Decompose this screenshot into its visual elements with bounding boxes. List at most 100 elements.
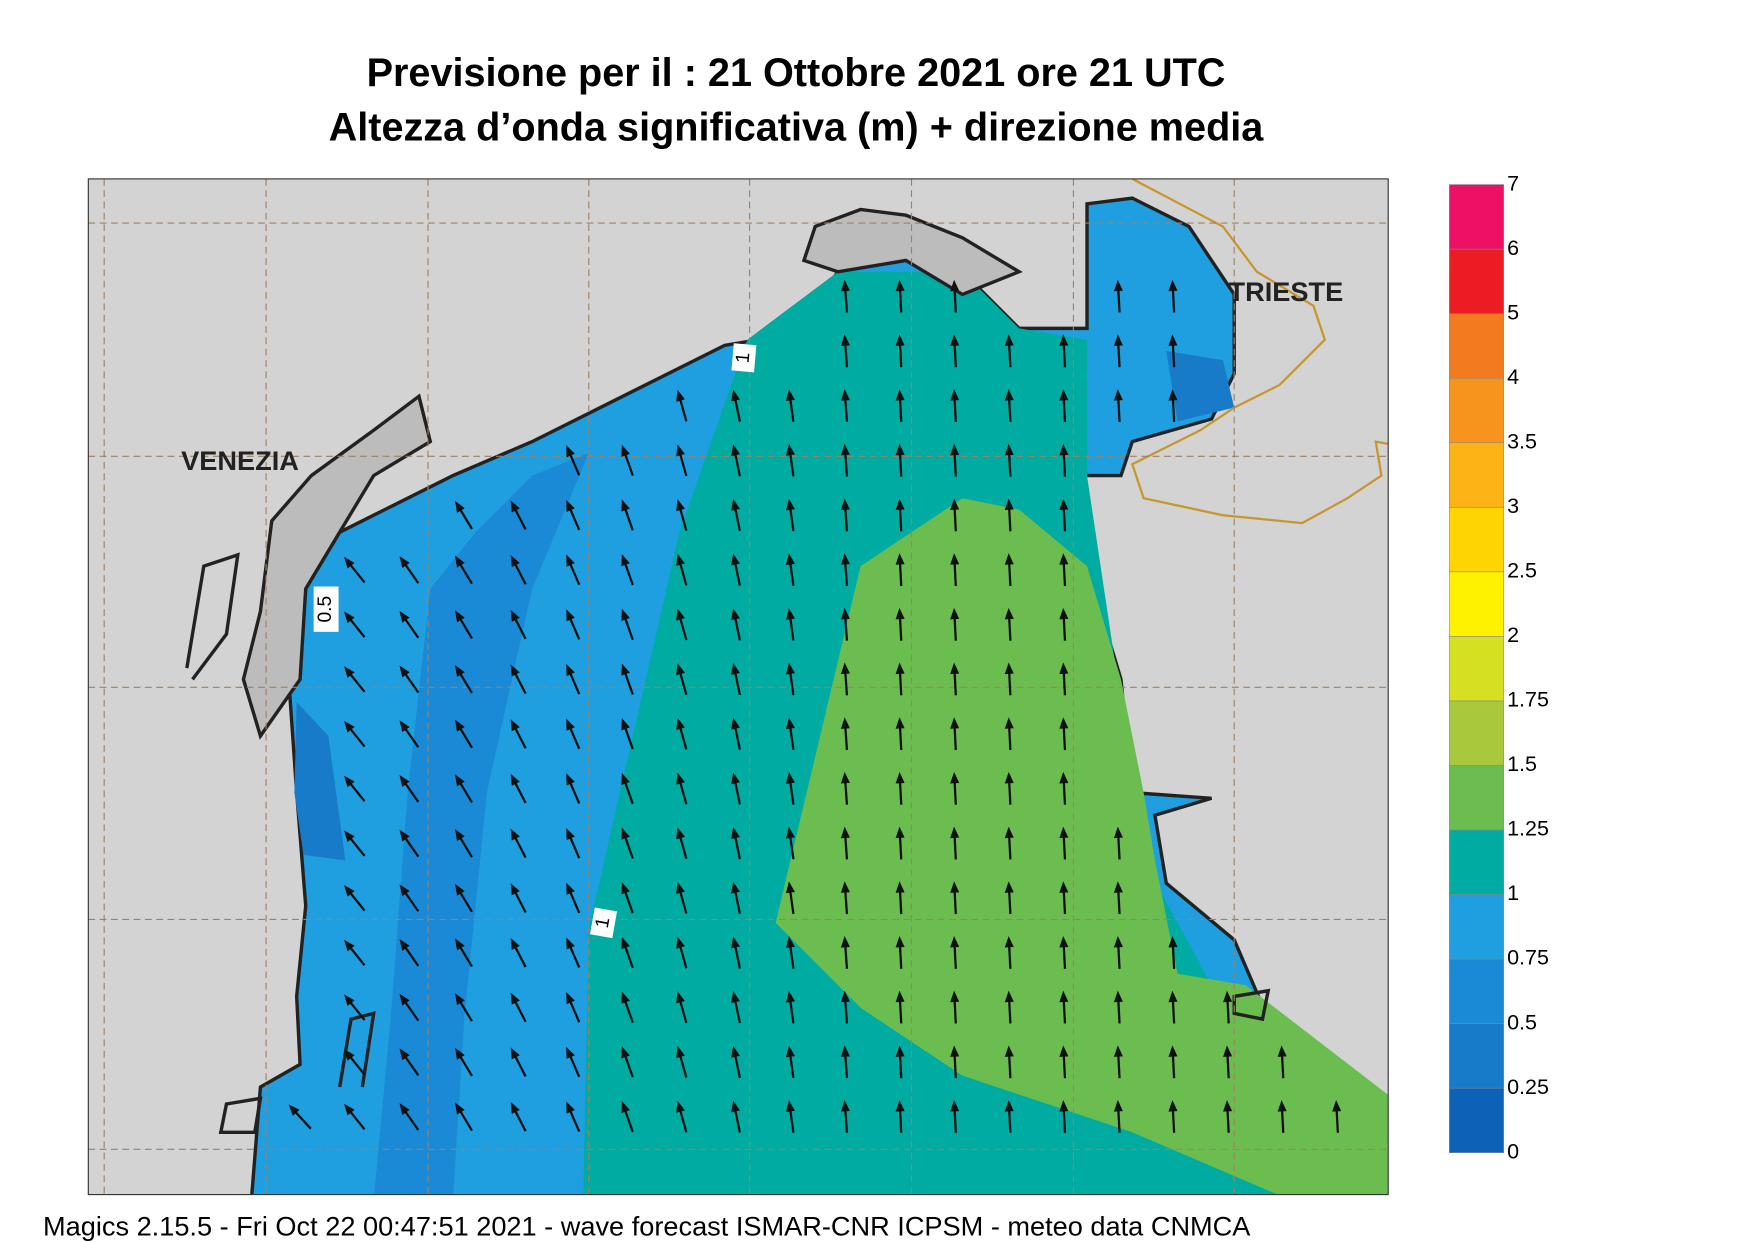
arrow-head (566, 937, 575, 950)
wave-arrow (840, 1045, 850, 1079)
arrow-head (1113, 990, 1123, 1003)
wave-arrow (621, 882, 634, 914)
arrow-head (785, 1100, 795, 1113)
wave-arrow (950, 717, 960, 751)
wave-arrow (344, 994, 366, 1021)
arrow-head (399, 884, 410, 897)
arrow-head (676, 444, 685, 457)
wave-arrow (621, 936, 634, 969)
arrow-head (399, 993, 410, 1006)
arrow-head (566, 992, 575, 1005)
arrow-head (840, 662, 850, 675)
arrow-head (895, 1045, 905, 1057)
footer: Magics 2.15.5 - Fri Oct 22 00:47:51 2021… (43, 1210, 1251, 1241)
wave-arrow (895, 553, 905, 587)
arrow-head (344, 830, 355, 842)
wave-arrow (344, 830, 366, 857)
wave-arrow (566, 718, 581, 750)
colorbar-band (1449, 377, 1504, 444)
wave-arrow (895, 498, 905, 532)
arrow-head (1059, 771, 1069, 784)
wave-arrow (621, 608, 634, 641)
arrow-head (566, 718, 575, 731)
colorbar-label: 1.5 (1507, 752, 1537, 776)
wave-arrow (621, 718, 634, 750)
colorbar-label: 4 (1507, 365, 1519, 389)
arrow-head (731, 608, 740, 621)
wave-arrow (455, 1047, 473, 1077)
arrow-head (785, 1045, 795, 1058)
colorbar-label: 3 (1507, 494, 1519, 518)
arrow-head (1168, 389, 1178, 401)
arrow-head (950, 498, 960, 511)
wave-arrow (731, 991, 742, 1024)
wave-arrow (785, 389, 795, 422)
wave-arrow (731, 608, 742, 641)
arrow-head (676, 553, 685, 566)
wave-arrow (566, 882, 581, 914)
wave-arrow (840, 717, 850, 751)
title: Previsione per il : 21 Ottobre 2021 ore … (367, 51, 1226, 95)
wave-arrow (895, 389, 905, 422)
arrow-head (895, 717, 905, 729)
arrow-head (731, 444, 740, 457)
wave-arrow (840, 990, 850, 1024)
wave-arrow (455, 1102, 473, 1132)
wave-arrow (399, 1103, 420, 1131)
place-label: TRIESTE (1229, 276, 1344, 307)
wave-arrow (344, 556, 366, 584)
wave-arrow (1113, 279, 1123, 313)
colorbar-band (1449, 184, 1504, 250)
wave-arrow (840, 334, 850, 368)
wave-arrow (566, 773, 581, 804)
wave-arrow (399, 939, 420, 967)
wave-arrow (399, 829, 420, 858)
wave-arrow (1059, 662, 1069, 696)
wave-arrow (566, 663, 581, 695)
arrow-head (621, 991, 630, 1004)
colorbar-label: 0.75 (1507, 946, 1549, 970)
colorbar-band (1449, 571, 1504, 637)
arrow-head (1113, 389, 1123, 401)
wave-arrow (344, 1049, 366, 1076)
arrow-head (455, 1047, 465, 1060)
arrow-head (1113, 334, 1123, 346)
arrow-head (1059, 662, 1069, 675)
place-label: VENEZIA (181, 445, 299, 476)
arrow-head (621, 499, 630, 512)
wave-arrow (840, 881, 850, 915)
wave-arrow (344, 775, 366, 802)
arrow-head (1168, 1045, 1178, 1057)
arrow-head (621, 1046, 630, 1059)
arrow-head (950, 1045, 960, 1057)
wave-arrow (344, 611, 366, 638)
wave-arrow (1168, 389, 1178, 422)
arrow-head (895, 498, 905, 511)
wave-arrow (895, 662, 905, 696)
arrow-head (785, 881, 795, 894)
wave-arrow (731, 498, 742, 532)
arrow-head (731, 772, 740, 785)
arrow-head (950, 662, 960, 675)
arrow-head (785, 498, 795, 511)
wave-arrow (1004, 498, 1014, 532)
arrow-head (510, 719, 520, 732)
arrow-head (1277, 1100, 1287, 1112)
wave-arrow (621, 772, 634, 805)
wave-arrow (399, 774, 420, 803)
arrow-head (621, 827, 630, 840)
arrow-head (621, 718, 630, 731)
arrow-head (510, 828, 520, 841)
wave-arrow (731, 444, 742, 477)
map: 1 0.5 1 VENEZIA TRIESTE (88, 178, 1389, 1195)
wave-arrow (1168, 1045, 1178, 1079)
wave-arrow (510, 555, 527, 585)
colorbar-band (1449, 894, 1504, 960)
arrow-head (455, 883, 465, 896)
wave-arrow (731, 389, 742, 422)
wave-arrow (676, 1100, 688, 1133)
wave-arrow (950, 443, 960, 477)
arrow-head (731, 1045, 740, 1058)
arrow-head (1223, 990, 1233, 1003)
